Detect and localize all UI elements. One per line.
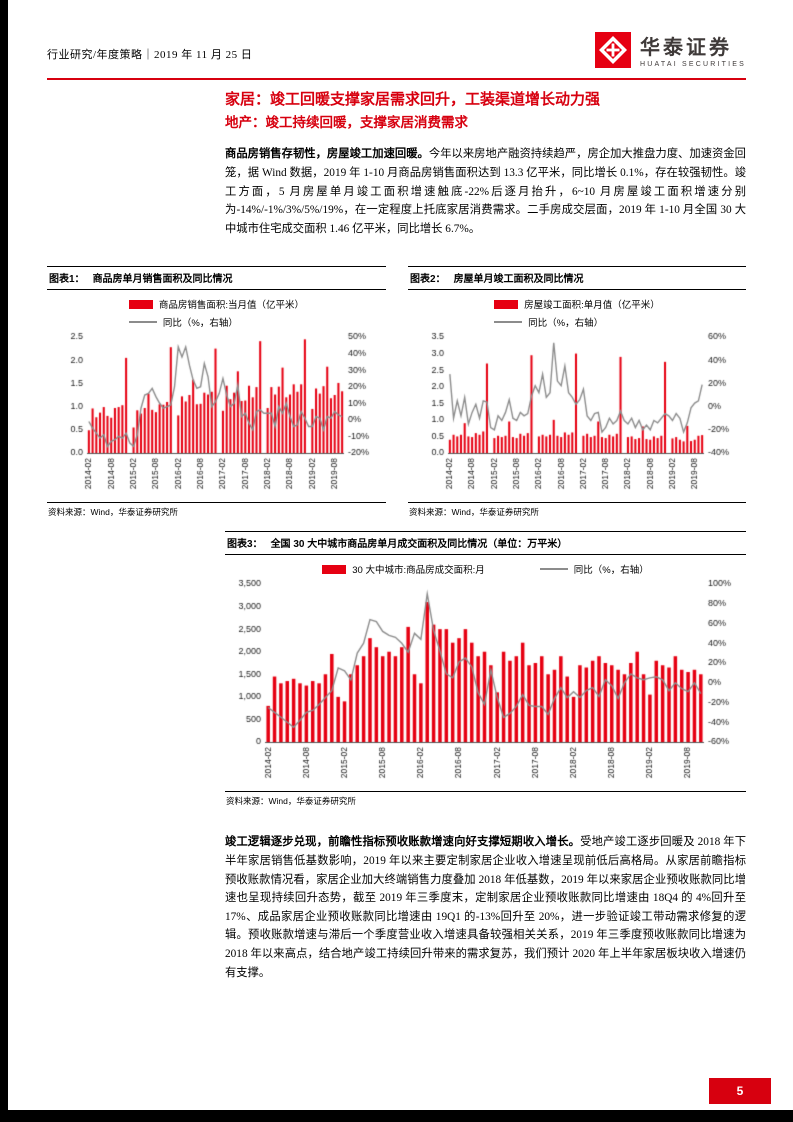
huatai-logo-icon xyxy=(595,32,632,73)
figure-1-label: 图表1： xyxy=(49,274,85,285)
brand-text: 华泰证券 HUATAI SECURITIES xyxy=(640,37,746,69)
line-swatch-icon xyxy=(128,321,157,323)
figure-1-title: 商品房单月销售面积及同比情况 xyxy=(92,274,233,285)
figure-3-label: 图表3： xyxy=(227,539,263,550)
legend-item-line: 同比（%，右轴） xyxy=(539,562,649,576)
figure-2-source: 资料来源：Wind，华泰证券研究所 xyxy=(408,502,746,521)
figure-2: 图表2： 房屋单月竣工面积及同比情况 房屋竣工面积:单月值（亿平米） 同比（%，… xyxy=(408,266,746,521)
legend-bar-label: 30 大中城市:商品房成交面积:月 xyxy=(352,565,485,576)
legend-bar-label: 房屋竣工面积:单月值（亿平米） xyxy=(524,300,660,311)
intro-paragraph: 商品房销售存韧性，房屋竣工加速回暖。今年以来房地产融资持续趋严，房企加大推盘力度… xyxy=(225,145,746,238)
intro-paragraph-body: 今年以来房地产融资持续趋严，房企加大推盘力度、加速资金回笼，据 Wind 数据，… xyxy=(225,148,746,235)
report-type-and-date: 行业研究/年度策略｜2019 年 11 月 25 日 xyxy=(47,49,253,61)
analysis-paragraph: 竣工逻辑逐步兑现，前瞻性指标预收账款增速向好支撑短期收入增长。受地产竣工逐步回暖… xyxy=(225,833,746,982)
page-number: 5 xyxy=(736,1084,744,1098)
figure-2-caption: 图表2： 房屋单月竣工面积及同比情况 xyxy=(408,266,746,290)
figure-2-label: 图表2： xyxy=(410,274,446,285)
section-title: 家居：竣工回暖支撑家居需求回升，工装渠道增长动力强 xyxy=(225,92,601,108)
bar-swatch-icon xyxy=(494,299,519,309)
page-bottom-border xyxy=(0,1110,793,1122)
intro-paragraph-lead: 商品房销售存韧性，房屋竣工加速回暖。 xyxy=(225,148,429,161)
brand-name-cn: 华泰证券 xyxy=(640,36,733,59)
line-swatch-icon xyxy=(539,568,568,570)
completion-area-chart-canvas xyxy=(408,329,746,501)
figure-1-legend: 商品房销售面积:当月值（亿平米） 同比（%，右轴） xyxy=(128,297,305,329)
header-red-divider xyxy=(47,78,746,80)
bar-swatch-icon xyxy=(322,564,347,574)
figure-3-source: 资料来源：Wind，华泰证券研究所 xyxy=(225,791,746,810)
huatai-brand: 华泰证券 HUATAI SECURITIES xyxy=(595,32,746,73)
figure-3-title: 全国 30 大中城市商品房单月成交面积及同比情况（单位：万平米） xyxy=(270,539,568,550)
report-header: 行业研究/年度策略｜2019 年 11 月 25 日 华泰证券 HUATAI S… xyxy=(47,32,746,73)
legend-item-line: 同比（%，右轴） xyxy=(494,315,603,329)
figure-3-caption: 图表3： 全国 30 大中城市商品房单月成交面积及同比情况（单位：万平米） xyxy=(225,531,746,555)
figure-1-caption: 图表1： 商品房单月销售面积及同比情况 xyxy=(47,266,386,290)
analysis-paragraph-body: 受地产竣工逐步回暖及 2018 年下半年家居销售低基数影响，2019 年以来主要… xyxy=(225,836,746,979)
page-number-badge: 5 xyxy=(709,1078,771,1104)
figure-1-source: 资料来源：Wind，华泰证券研究所 xyxy=(47,502,386,521)
legend-bar-label: 商品房销售面积:当月值（亿平米） xyxy=(158,300,305,311)
legend-line-label: 同比（%，右轴） xyxy=(528,318,604,329)
line-swatch-icon xyxy=(494,321,523,323)
legend-line-label: 同比（%，右轴） xyxy=(573,565,649,576)
figure-2-title: 房屋单月竣工面积及同比情况 xyxy=(453,274,584,285)
legend-item-bar: 30 大中城市:商品房成交面积:月 xyxy=(322,562,485,576)
legend-item-bar: 房屋竣工面积:单月值（亿平米） xyxy=(494,297,660,311)
figure-1: 图表1： 商品房单月销售面积及同比情况 商品房销售面积:当月值（亿平米） 同比（… xyxy=(47,266,386,521)
bar-swatch-icon xyxy=(128,299,153,309)
legend-line-label: 同比（%，右轴） xyxy=(162,318,238,329)
legend-item-bar: 商品房销售面积:当月值（亿平米） xyxy=(128,297,305,311)
analysis-paragraph-lead: 竣工逻辑逐步兑现，前瞻性指标预收账款增速向好支撑短期收入增长。 xyxy=(225,836,581,849)
figure-3-legend: 30 大中城市:商品房成交面积:月 同比（%，右轴） xyxy=(225,562,746,576)
transaction-area-chart-canvas xyxy=(225,576,746,790)
figure-3: 图表3： 全国 30 大中城市商品房单月成交面积及同比情况（单位：万平米） 30… xyxy=(225,531,746,810)
brand-name-en: HUATAI SECURITIES xyxy=(640,60,746,68)
figure-2-legend: 房屋竣工面积:单月值（亿平米） 同比（%，右轴） xyxy=(494,297,660,329)
page-left-border xyxy=(0,0,8,1122)
section-subtitle: 地产：竣工持续回暖，支撑家居消费需求 xyxy=(225,115,468,130)
legend-item-line: 同比（%，右轴） xyxy=(128,315,238,329)
sales-area-chart-canvas xyxy=(47,329,386,501)
